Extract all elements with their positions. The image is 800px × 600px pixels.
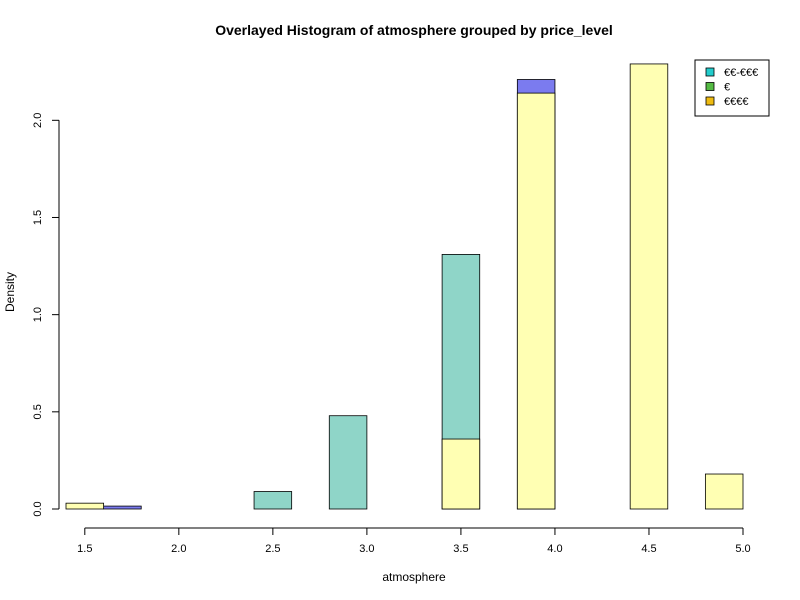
legend-label: €€€€ bbox=[724, 96, 748, 108]
bars-layer bbox=[65, 63, 744, 510]
x-tick-label: 2.5 bbox=[265, 543, 280, 555]
legend-swatch bbox=[705, 67, 715, 77]
y-axis-label: Density bbox=[3, 272, 17, 312]
x-tick-label: 2.0 bbox=[171, 543, 186, 555]
x-tick-label: 3.5 bbox=[453, 543, 468, 555]
y-tick-label: 2.0 bbox=[32, 113, 44, 128]
x-axis: 1.5 2.0 2.5 3.0 3.5 4.0 4.5 5.0 bbox=[77, 527, 751, 555]
x-axis-label: atmosphere bbox=[382, 570, 446, 584]
y-tick-label: 1.0 bbox=[32, 307, 44, 322]
histogram-bar-series-0-bin-5 bbox=[253, 491, 293, 510]
legend: €€-€€€€€€€€ bbox=[694, 59, 770, 117]
legend-swatch bbox=[705, 82, 715, 91]
y-tick-label: 0.0 bbox=[32, 501, 44, 516]
histogram-bar-series-1-bin-1 bbox=[103, 505, 142, 510]
x-tick-label: 4.5 bbox=[641, 543, 656, 555]
legend-label: €€-€€€ bbox=[724, 67, 758, 79]
histogram-bar-series-2-bin-12 bbox=[516, 92, 556, 510]
histogram-bar-series-2-bin-10 bbox=[441, 438, 481, 510]
histogram-bar-series-2-bin-0 bbox=[65, 502, 105, 510]
x-tick-label: 3.0 bbox=[359, 543, 374, 555]
legend-swatch bbox=[705, 96, 715, 106]
histogram-bar-series-0-bin-7 bbox=[328, 415, 368, 510]
x-tick-label: 4.0 bbox=[547, 543, 562, 555]
y-tick-label: 0.5 bbox=[32, 404, 44, 419]
histogram-bar-series-2-bin-17 bbox=[704, 473, 744, 510]
x-tick-label: 5.0 bbox=[735, 543, 750, 555]
legend-label: € bbox=[724, 82, 730, 94]
y-axis: 0.0 0.5 1.0 1.5 2.0 bbox=[32, 113, 60, 517]
y-tick-label: 1.5 bbox=[32, 210, 44, 225]
histogram-bar-series-2-bin-15 bbox=[629, 63, 669, 510]
x-tick-label: 1.5 bbox=[77, 543, 92, 555]
chart-title: Overlayed Histogram of atmosphere groupe… bbox=[215, 22, 613, 38]
